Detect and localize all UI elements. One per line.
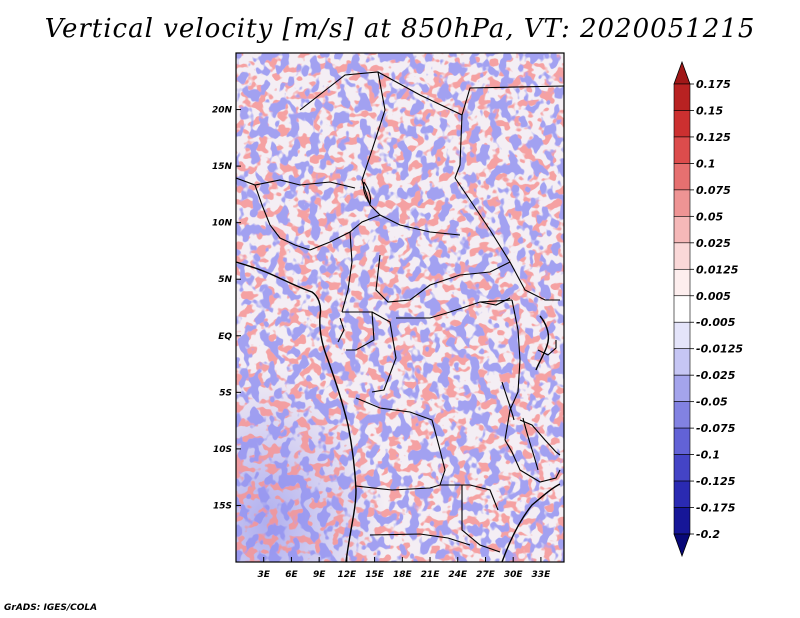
x-tick-label: 21E (421, 570, 441, 580)
x-tick-label: 12E (338, 570, 358, 580)
border-segment (371, 311, 397, 393)
coastline-segment (236, 261, 357, 562)
colorbar-swatch (673, 163, 691, 191)
x-tick-label: 24E (448, 570, 468, 580)
colorbar-label: -0.175 (696, 502, 736, 515)
border-segment (254, 184, 311, 251)
border-segment (337, 317, 345, 343)
border-segment (341, 231, 353, 313)
border-segment (299, 71, 463, 179)
colorbar-label: 0.175 (696, 78, 731, 91)
border-segment (361, 71, 386, 216)
vertical-velocity-field (236, 53, 564, 562)
colorbar-swatch (673, 189, 691, 217)
x-tick-label: 33E (532, 570, 552, 580)
border-segment (479, 297, 511, 306)
colorbar-swatch (673, 507, 691, 535)
colorbar-swatch (673, 242, 691, 270)
y-tick-label: 5S (219, 388, 232, 398)
x-tick-label: 9E (313, 570, 326, 580)
colorbar-swatch (673, 401, 691, 429)
colorbar-label: 0.05 (696, 210, 723, 223)
colorbar-label: -0.005 (696, 316, 736, 329)
colorbar-label: 0.005 (696, 290, 731, 303)
x-tick-label: 18E (393, 570, 413, 580)
colorbar-label: -0.2 (696, 528, 720, 541)
border-segment (461, 85, 564, 116)
colorbar-swatch (673, 374, 691, 402)
border-segment (309, 214, 461, 251)
colorbar-bottom-arrow (673, 533, 691, 558)
border-segment (355, 484, 441, 491)
colorbar-swatch (673, 321, 691, 350)
colorbar-swatch (673, 480, 691, 508)
colorbar-label: 0.15 (696, 104, 723, 117)
map-area (236, 53, 564, 562)
map-title: Vertical velocity [m/s] at 850hPa, VT: 2… (44, 14, 756, 44)
y-tick-label: 20N (212, 106, 233, 116)
colorbar-label: -0.025 (696, 369, 736, 382)
coastline (236, 261, 561, 562)
x-tick-label: 30E (504, 570, 524, 580)
footer-credit: GrADS: IGES/COLA (4, 603, 98, 613)
colorbar-label: 0.1 (696, 157, 716, 170)
map-frame (235, 52, 565, 563)
colorbar-swatch (673, 427, 691, 455)
y-tick-label: 15N (212, 162, 233, 172)
border-segment (504, 439, 561, 483)
colorbar-swatch (673, 216, 691, 244)
colorbar-label: -0.125 (696, 475, 736, 488)
x-axis: 3E 6E 9E 12E 15E 18E 21E 24E 27E 30E 33E (258, 557, 552, 580)
colorbar-label: -0.0125 (696, 343, 743, 356)
border-segment (236, 177, 356, 189)
colorbar-label: 0.125 (696, 131, 731, 144)
x-tick-label: 15E (365, 570, 385, 580)
y-tick-label: EQ (218, 332, 232, 342)
colorbar-swatch (673, 110, 691, 138)
colorbar-label: 0.025 (696, 237, 731, 250)
border-segment (342, 311, 375, 351)
border-segment (501, 381, 515, 421)
border-segment (537, 340, 557, 356)
x-tick-label: 27E (476, 570, 496, 580)
coastline-segment (535, 315, 550, 371)
colorbar-label: 0.075 (696, 184, 731, 197)
y-axis: 20N 15N 10N 5N EQ 5S 10S 15S (212, 106, 241, 511)
country-borders (236, 71, 564, 553)
colorbar-swatch (673, 295, 691, 323)
coastline-segment (501, 483, 561, 562)
y-tick-label: 5N (218, 275, 232, 285)
border-segment (440, 484, 499, 511)
colorbar-swatch (673, 83, 691, 111)
colorbar-top-arrow (673, 60, 691, 85)
colorbar-swatch (673, 348, 691, 376)
border-segment (504, 299, 521, 441)
colorbar-swatch (673, 136, 691, 164)
border-segment (461, 485, 501, 553)
border-segment (396, 299, 513, 319)
y-tick-label: 15S (213, 501, 232, 511)
border-segment (522, 417, 539, 471)
border-segment (355, 397, 446, 486)
border-segment (519, 419, 561, 456)
y-tick-label: 10N (212, 219, 233, 229)
colorbar-label: -0.05 (696, 396, 728, 409)
colorbar-swatch (673, 268, 691, 297)
border-segment (369, 533, 471, 546)
y-tick-label: 10S (213, 445, 232, 455)
colorbar-swatch (673, 454, 691, 482)
colorbar-label: -0.075 (696, 422, 736, 435)
x-tick-label: 3E (258, 570, 271, 580)
colorbar: 0.175 0.15 0.125 0.1 0.075 0.05 0.025 0.0125 0.0… (673, 60, 743, 558)
border-segment (362, 181, 372, 206)
x-tick-label: 6E (285, 570, 298, 580)
border-segment (375, 254, 511, 303)
colorbar-label: -0.1 (696, 449, 720, 462)
colorbar-label: 0.0125 (696, 263, 739, 276)
